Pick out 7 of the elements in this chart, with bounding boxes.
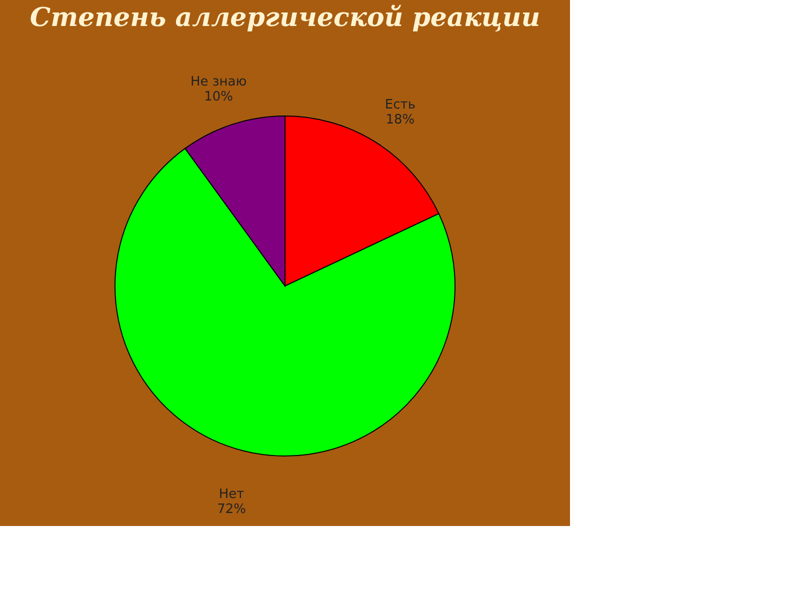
slice-label: Не знаю — [190, 74, 247, 90]
data-label: 10% — [204, 90, 234, 105]
data-label: 18% — [386, 112, 415, 128]
slice-label: Нет — [218, 487, 245, 502]
chart-title: Степень аллергической реакции — [30, 3, 540, 33]
slice-label: Есть — [384, 97, 416, 112]
data-label: 72% — [217, 502, 246, 518]
